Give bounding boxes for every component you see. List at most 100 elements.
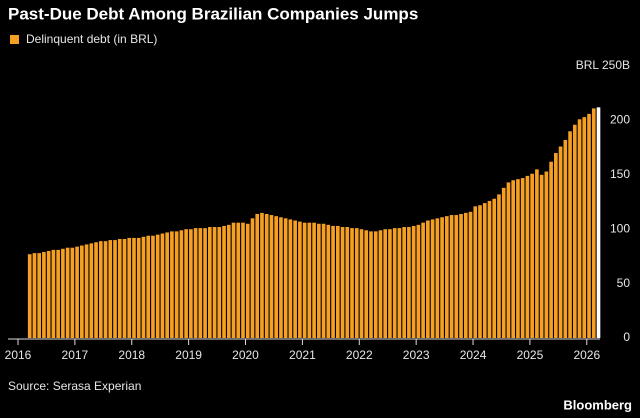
- bar: [516, 179, 520, 338]
- bar: [426, 220, 430, 338]
- bar: [255, 213, 260, 338]
- bar: [103, 241, 108, 338]
- x-tick-label: 2019: [175, 348, 202, 362]
- bar: [364, 230, 369, 338]
- bar: [151, 235, 155, 338]
- bar: [506, 182, 511, 338]
- bar: [56, 249, 60, 338]
- bar: [539, 174, 544, 338]
- bar: [449, 215, 454, 338]
- x-tick-label: 2023: [403, 348, 430, 362]
- bar: [108, 240, 113, 338]
- bar: [369, 231, 373, 338]
- y-tick-label: 50: [617, 276, 631, 290]
- bar: [326, 224, 331, 338]
- bar: [454, 215, 459, 338]
- legend-label: Delinquent debt (in BRL): [26, 32, 157, 46]
- bar: [245, 223, 250, 338]
- bar: [473, 206, 478, 338]
- bar: [65, 247, 70, 338]
- bar: [226, 224, 231, 338]
- bar: [563, 139, 568, 338]
- bar: [497, 194, 501, 338]
- bar: [141, 236, 146, 338]
- bar: [312, 222, 316, 338]
- bar: [132, 237, 136, 338]
- x-tick-label: 2021: [289, 348, 316, 362]
- bar: [549, 161, 553, 338]
- bar: [37, 253, 41, 338]
- bar: [269, 215, 274, 338]
- bar: [32, 253, 37, 338]
- bar: [525, 175, 530, 338]
- bar: [241, 222, 245, 338]
- bar: [558, 146, 563, 338]
- bar: [61, 248, 65, 338]
- bar: [84, 244, 89, 338]
- bar: [596, 107, 601, 339]
- bar: [340, 227, 345, 338]
- bar: [231, 222, 236, 338]
- x-tick-label: 2026: [573, 348, 600, 362]
- bar: [354, 228, 359, 338]
- x-tick-label: 2018: [118, 348, 145, 362]
- bar: [487, 200, 492, 338]
- bar: [501, 187, 506, 338]
- bar: [283, 218, 288, 338]
- bar: [98, 241, 103, 338]
- legend-swatch: [10, 35, 19, 44]
- bar: [122, 238, 127, 338]
- y-tick-label: 200: [610, 113, 630, 127]
- x-tick-label: 2020: [232, 348, 259, 362]
- bar: [388, 229, 392, 338]
- bar: [350, 228, 354, 338]
- bar: [165, 232, 169, 338]
- bar: [482, 203, 487, 338]
- bar: [160, 233, 165, 338]
- bar: [193, 228, 198, 338]
- bar: [217, 227, 222, 338]
- bar: [250, 218, 255, 338]
- bar: [222, 225, 226, 338]
- source: Source: Serasa Experian: [8, 379, 141, 393]
- bar: [402, 227, 406, 338]
- bar: [274, 216, 278, 338]
- bar: [27, 254, 32, 338]
- bar: [435, 218, 440, 338]
- bar: [416, 224, 421, 338]
- bar: [75, 246, 79, 338]
- bar: [260, 212, 264, 338]
- bar: [212, 227, 217, 338]
- bar: [459, 213, 463, 338]
- bar: [155, 234, 160, 338]
- bar: [445, 216, 449, 338]
- bar: [591, 108, 596, 338]
- bar: [179, 230, 184, 338]
- bar: [317, 223, 321, 338]
- bar: [568, 131, 572, 338]
- bar: [208, 227, 212, 338]
- bar: [345, 227, 350, 338]
- bar: [127, 237, 132, 338]
- x-tick-label: 2024: [460, 348, 487, 362]
- bar: [535, 169, 539, 338]
- bar: [554, 153, 558, 338]
- x-tick-label: 2025: [517, 348, 544, 362]
- bar: [544, 171, 549, 338]
- bar: [397, 228, 402, 338]
- bar: [113, 240, 117, 338]
- bar: [174, 231, 179, 338]
- bar: [582, 117, 587, 338]
- bar: [80, 245, 84, 338]
- bar: [378, 230, 383, 338]
- bar: [392, 228, 397, 338]
- bar: [170, 231, 174, 338]
- x-tick-label: 2017: [62, 348, 89, 362]
- y-tick-label: BRL 250B: [576, 58, 630, 72]
- bar: [411, 225, 416, 338]
- bar: [298, 221, 302, 338]
- bar: [421, 222, 425, 338]
- bar: [468, 211, 473, 338]
- bar: [492, 198, 497, 338]
